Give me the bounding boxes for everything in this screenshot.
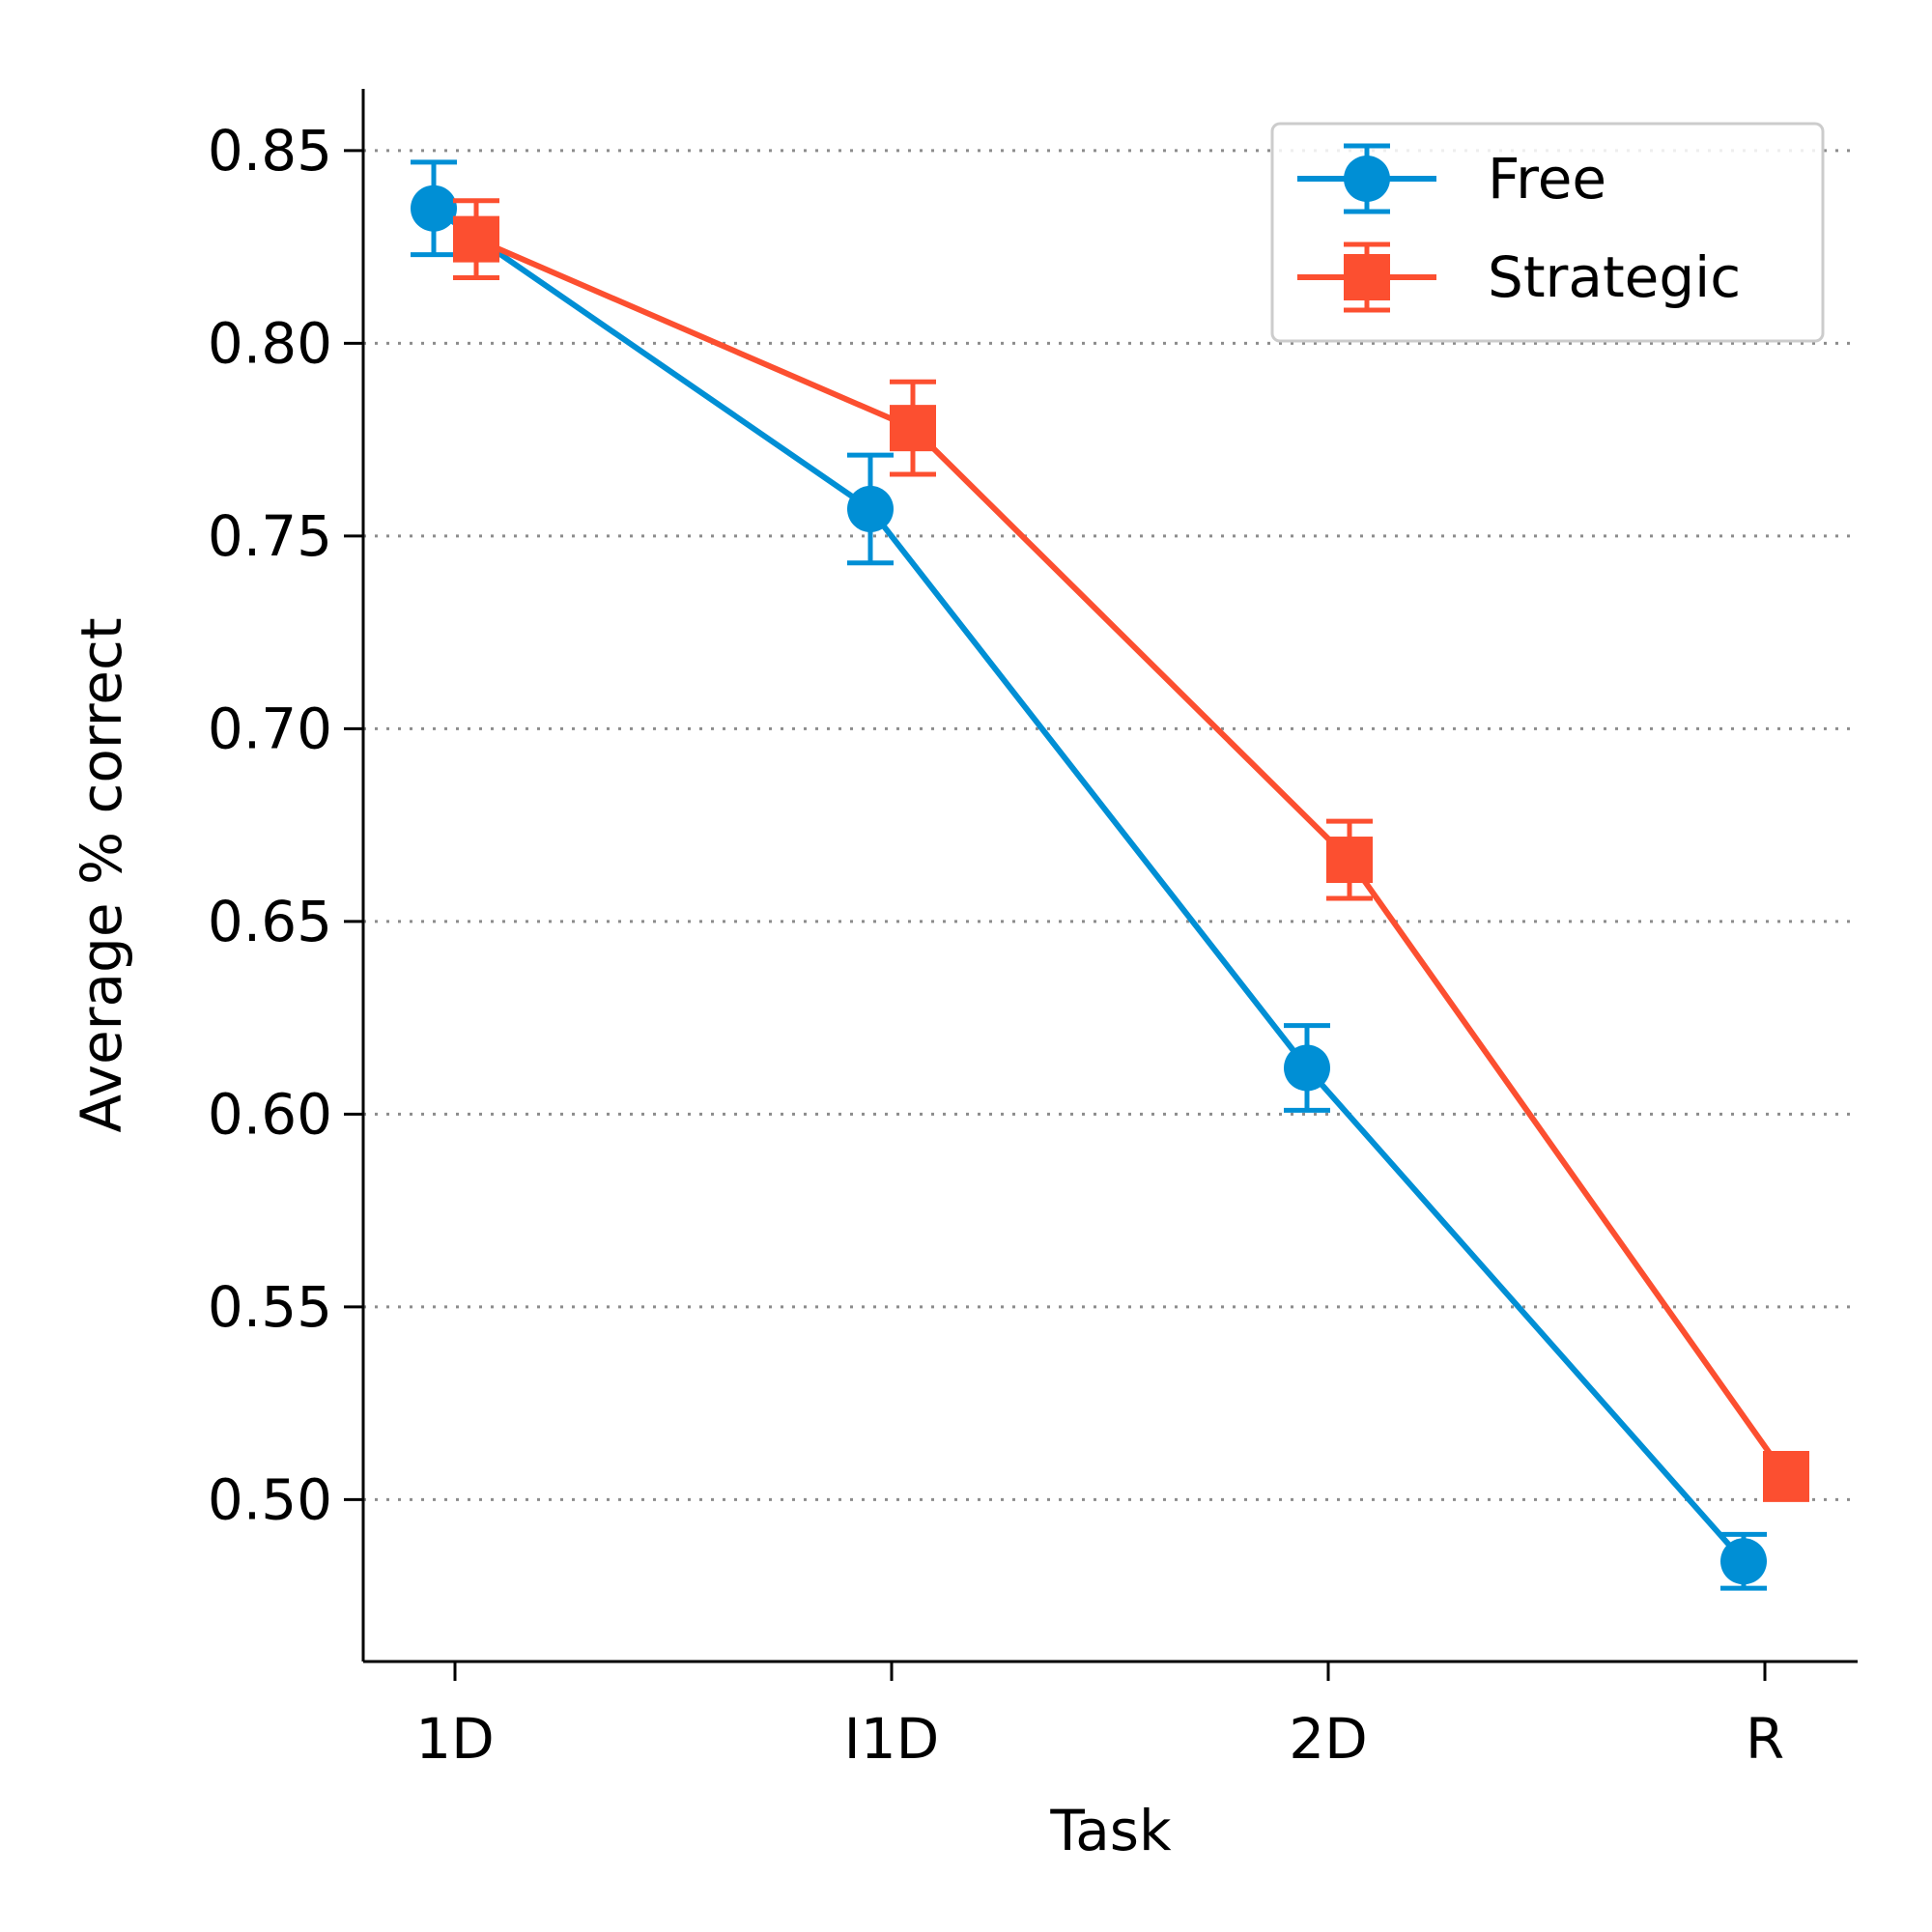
legend-label-free: Free xyxy=(1488,146,1606,212)
legend-label-strategic: Strategic xyxy=(1488,244,1741,310)
x-tick-label: 1D xyxy=(415,1706,495,1772)
y-tick-label: 0.80 xyxy=(208,310,332,376)
y-tick-label: 0.85 xyxy=(208,118,332,184)
y-tick-label: 0.70 xyxy=(208,696,332,761)
data-point-free xyxy=(847,485,894,532)
data-point-free xyxy=(1284,1044,1330,1092)
x-axis-label: Task xyxy=(1049,1798,1172,1863)
y-tick-label: 0.55 xyxy=(208,1274,332,1340)
y-axis-label: Average % correct xyxy=(69,617,134,1132)
legend-item-strategic: Strategic xyxy=(1297,242,1741,313)
data-point-free xyxy=(411,185,457,232)
y-tick-label: 0.50 xyxy=(208,1466,332,1532)
legend: Free Strategic xyxy=(1270,122,1825,343)
axes xyxy=(361,89,1858,1663)
x-tick-label: 2D xyxy=(1289,1706,1368,1772)
series-group xyxy=(411,159,1809,1591)
legend-marker-square xyxy=(1344,254,1390,300)
data-point-strategic xyxy=(890,405,936,452)
legend-marker-circle xyxy=(1344,156,1390,202)
x-ticks: 1D I1D 2D R xyxy=(415,1662,1784,1772)
x-tick-label: R xyxy=(1746,1706,1784,1772)
series-free xyxy=(411,159,1767,1591)
legend-item-free: Free xyxy=(1297,143,1606,214)
series-line-strategic xyxy=(474,236,1789,1479)
gridlines xyxy=(363,149,1858,1501)
y-tick-label: 0.75 xyxy=(208,503,332,569)
data-point-free xyxy=(1720,1538,1767,1585)
y-ticks: 0.50 0.55 0.60 0.65 0.70 0.75 0.80 0.85 xyxy=(208,118,363,1532)
y-tick-label: 0.65 xyxy=(208,889,332,954)
series-line-free xyxy=(432,206,1747,1564)
data-point-strategic xyxy=(453,215,499,263)
x-tick-label: I1D xyxy=(844,1706,940,1772)
y-tick-label: 0.60 xyxy=(208,1081,332,1147)
series-strategic xyxy=(453,198,1809,1502)
data-point-strategic xyxy=(1763,1453,1809,1500)
data-point-strategic xyxy=(1326,837,1373,884)
